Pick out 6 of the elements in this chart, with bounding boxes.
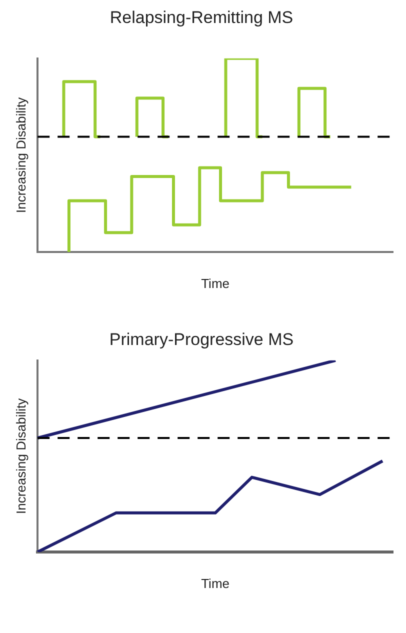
chart-title: Primary-Progressive MS bbox=[109, 330, 294, 349]
y-axis-title: Increasing Disability bbox=[13, 398, 28, 514]
x-axis-title: Time bbox=[201, 276, 230, 291]
chart-title: Relapsing-Remitting MS bbox=[110, 8, 294, 27]
y-axis-title: Increasing Disability bbox=[13, 96, 28, 214]
x-axis-title: Time bbox=[201, 576, 230, 591]
